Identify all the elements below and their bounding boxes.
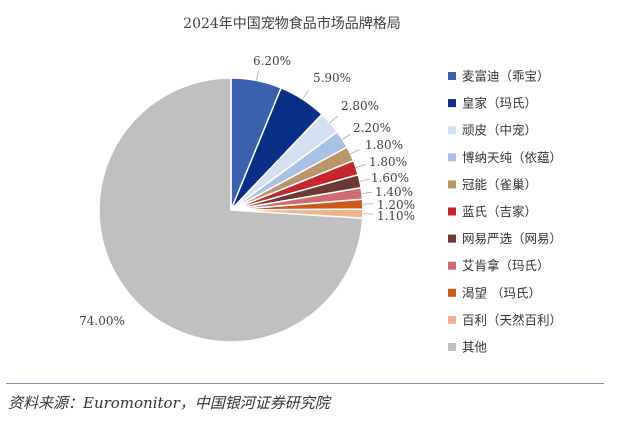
leader-line-3 <box>329 115 338 124</box>
legend-label-8: 艾肯拿（玛氏） <box>462 258 550 273</box>
leader-line-8 <box>361 191 372 194</box>
chart-title: 2024年中国宠物食品市场品牌格局 <box>183 15 401 32</box>
source-note: 资料来源：Euromonitor，中国银河证券研究院 <box>8 394 330 412</box>
legend-label-9: 渴望 （玛氏） <box>462 285 541 300</box>
legend-label-6: 蓝氏（吉家） <box>462 204 537 219</box>
legend-swatch-3 <box>448 126 456 135</box>
footer-divider <box>6 383 604 384</box>
leader-line-6 <box>355 164 366 169</box>
data-label-9: 1.20% <box>377 198 415 212</box>
legend-swatch-1 <box>448 72 456 80</box>
data-label-11: 74.00% <box>79 314 125 328</box>
legend-label-7: 网易严选（网易） <box>462 231 562 246</box>
leader-line-1 <box>256 70 259 81</box>
legend-label-2: 皇家（玛氏） <box>462 96 537 111</box>
legend-swatch-4 <box>448 153 456 162</box>
pie-slice-11 <box>98 77 364 343</box>
leader-line-2 <box>302 90 309 100</box>
data-label-8: 1.40% <box>375 185 413 199</box>
legend-swatch-11 <box>448 343 456 351</box>
legend-swatch-9 <box>448 288 456 297</box>
leader-line-4 <box>342 133 352 140</box>
legend-swatch-10 <box>448 315 456 324</box>
legend-label-3: 顽皮（中宠） <box>462 123 537 138</box>
legend-label-11: 其他 <box>462 340 488 355</box>
legend-label-4: 博纳天纯（依蕴） <box>462 150 562 165</box>
data-label-6: 1.80% <box>369 155 407 169</box>
legend-swatch-6 <box>448 207 456 216</box>
pie-chart: 2024年中国宠物食品市场品牌格局 6.20% 5.90% 2.80% 2.20% 1.… <box>79 15 562 355</box>
legend: 麦富迪（乖宝） 皇家（玛氏） 顽皮（中宠） 博纳天纯（依蕴） 冠能（雀巢） 蓝氏（吉家） 网… <box>448 69 562 355</box>
legend-swatch-7 <box>448 234 456 243</box>
data-label-4: 2.20% <box>353 121 391 135</box>
data-label-5: 1.80% <box>365 138 403 152</box>
data-label-10: 1.10% <box>377 209 415 223</box>
data-label-3: 2.80% <box>341 99 379 113</box>
legend-label-10: 百利（天然百利） <box>462 312 562 327</box>
legend-swatch-8 <box>448 261 456 270</box>
data-label-1: 6.20% <box>253 54 291 68</box>
data-label-7: 1.60% <box>371 171 409 185</box>
data-labels: 6.20% 5.90% 2.80% 2.20% 1.80% 1.80% 1.60%1.40%… <box>79 54 415 328</box>
legend-label-5: 冠能（雀巢） <box>462 177 537 192</box>
pie-slices <box>98 77 364 343</box>
leader-line-5 <box>350 149 360 155</box>
legend-label-1: 麦富迪（乖宝） <box>462 69 550 84</box>
leader-lines <box>256 70 373 215</box>
legend-swatch-2 <box>448 99 456 108</box>
leader-line-7 <box>359 178 370 182</box>
legend-swatch-5 <box>448 180 456 189</box>
data-label-2: 5.90% <box>313 71 351 85</box>
